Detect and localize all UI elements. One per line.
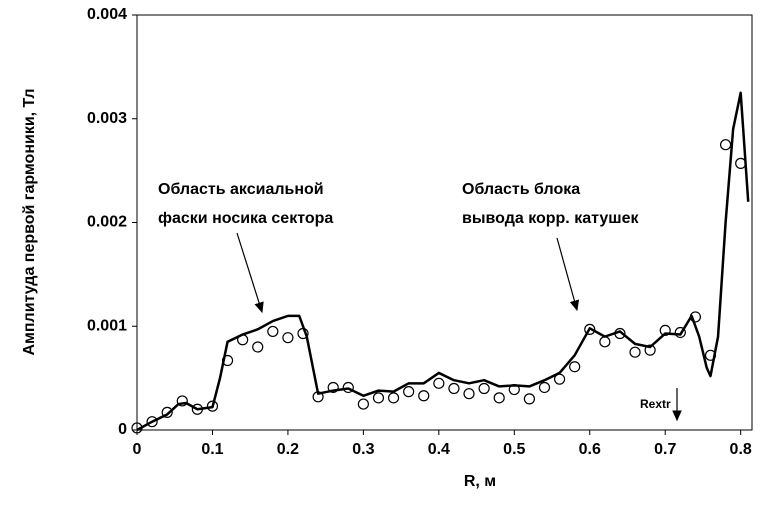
data-point xyxy=(433,377,445,389)
data-point xyxy=(478,382,490,395)
annotation: вывода корр. катушек xyxy=(462,210,639,227)
data-point xyxy=(689,311,702,323)
data-point xyxy=(237,334,249,346)
x-tick-label: 0.6 xyxy=(579,441,601,458)
y-axis-label: Амплитуда первой гармоники, Тл xyxy=(21,89,38,356)
annotation: Область аксиальной xyxy=(158,181,324,198)
y-tick-label: 0.003 xyxy=(87,110,127,127)
data-line xyxy=(136,91,750,432)
data-point xyxy=(659,324,671,336)
data-point xyxy=(282,332,294,344)
annotation: фаски носика сектора xyxy=(158,210,333,227)
data-point xyxy=(146,416,158,428)
data-point xyxy=(523,393,535,405)
x-tick-label: 0.5 xyxy=(503,441,525,458)
annotation-arrow xyxy=(556,237,580,312)
data-point xyxy=(614,327,626,340)
x-tick-label: 0.7 xyxy=(654,441,676,458)
x-tick-label: 0.4 xyxy=(428,441,450,458)
x-tick-label: 0 xyxy=(133,441,142,458)
x-tick-label: 0.2 xyxy=(277,441,299,458)
y-tick-label: 0 xyxy=(118,421,127,438)
annotation-arrow xyxy=(236,232,264,314)
annotation: Rextr xyxy=(640,397,671,411)
data-point xyxy=(463,388,475,400)
data-point xyxy=(599,336,611,348)
data-point xyxy=(629,346,641,358)
y-tick-label: 0.001 xyxy=(87,317,127,334)
data-point xyxy=(267,325,279,338)
y-tick-label: 0.002 xyxy=(87,214,127,231)
data-point xyxy=(161,406,173,418)
x-tick-label: 0.3 xyxy=(352,441,374,458)
data-point xyxy=(342,381,354,394)
annotation: Область блока xyxy=(462,181,580,198)
data-point xyxy=(448,382,460,395)
x-tick-label: 0.1 xyxy=(201,441,223,458)
data-point xyxy=(508,383,520,396)
data-point xyxy=(418,390,430,402)
data-point xyxy=(327,381,339,394)
x-axis-label: R, м xyxy=(464,473,496,490)
data-point xyxy=(387,392,400,404)
data-point xyxy=(553,373,566,385)
data-point xyxy=(538,381,551,394)
data-point xyxy=(569,361,581,373)
x-tick-label: 0.8 xyxy=(730,441,752,458)
data-point xyxy=(719,139,732,151)
data-point xyxy=(584,323,596,335)
data-point xyxy=(674,326,686,339)
data-point xyxy=(131,422,143,434)
data-point xyxy=(312,391,324,403)
data-point xyxy=(252,341,264,353)
data-point xyxy=(403,386,415,398)
data-point xyxy=(297,327,309,340)
data-point xyxy=(644,344,656,356)
data-point xyxy=(176,395,188,407)
data-point xyxy=(206,400,219,412)
data-point xyxy=(735,157,747,169)
data-point xyxy=(191,403,203,415)
data-point xyxy=(221,354,234,367)
y-tick-label: 0.004 xyxy=(87,6,127,23)
data-point xyxy=(704,349,717,361)
data-point xyxy=(493,392,505,404)
data-point xyxy=(357,398,369,410)
data-point xyxy=(372,392,385,404)
